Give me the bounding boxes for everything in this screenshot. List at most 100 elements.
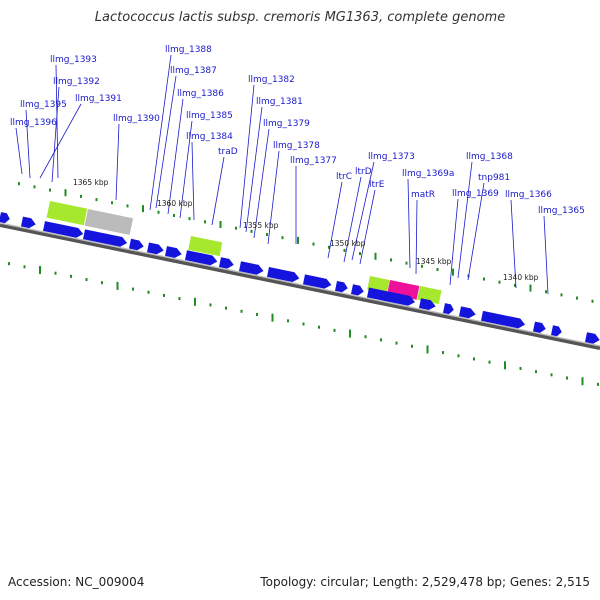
inner-tick — [39, 265, 41, 274]
inner-tick — [209, 303, 212, 307]
gene-label[interactable]: llmg_1369a — [402, 169, 454, 179]
feature-green-1[interactable] — [46, 201, 88, 226]
inner-tick — [519, 366, 522, 370]
gene-label[interactable]: tnp981 — [478, 173, 510, 183]
gene-arrow[interactable] — [334, 280, 349, 293]
gene-arrow[interactable] — [418, 298, 437, 311]
gene-arrow[interactable] — [20, 216, 37, 230]
inner-tick — [426, 345, 429, 354]
inner-tick — [364, 335, 367, 339]
leader-line — [407, 178, 411, 269]
gene-label[interactable]: traD — [218, 147, 238, 157]
gene-arrow[interactable] — [366, 287, 416, 307]
outer-tick — [436, 267, 439, 271]
leader-line — [15, 127, 23, 175]
inner-tick — [256, 312, 258, 316]
gene-arrow[interactable] — [480, 310, 526, 330]
inner-tick — [411, 344, 413, 348]
inner-tick — [380, 338, 382, 342]
gene-arrow[interactable] — [532, 321, 547, 334]
outer-tick — [142, 205, 144, 213]
inner-tick — [566, 376, 568, 380]
gene-label[interactable]: llmg_1392 — [53, 77, 100, 87]
gene-arrow[interactable] — [302, 274, 332, 289]
gene-label[interactable]: llmg_1381 — [256, 97, 303, 107]
leader-line — [343, 176, 362, 263]
gene-arrow[interactable] — [184, 250, 218, 266]
inner-tick — [8, 262, 10, 266]
outer-tick — [591, 299, 594, 303]
gene-label[interactable]: llmg_1396 — [10, 118, 57, 128]
gene-arrow[interactable] — [458, 306, 477, 319]
outer-tick — [452, 268, 454, 276]
inner-scale-track — [8, 262, 599, 386]
gene-label[interactable]: ltrD — [355, 167, 372, 177]
gene-arrow[interactable] — [266, 267, 300, 283]
leader-line — [239, 84, 255, 229]
position-labels: 1365 kbp 1360 kbp 1355 kbp 1350 kbp 1345 kbp… — [73, 178, 539, 282]
gene-label[interactable]: llmg_1365 — [538, 206, 585, 216]
outer-tick — [281, 236, 284, 240]
inner-tick — [550, 373, 553, 377]
gene-label[interactable]: llmg_1384 — [186, 132, 233, 142]
gene-label[interactable]: ltrC — [336, 172, 352, 182]
leader-line — [55, 64, 59, 179]
position-label: 1355 kbp — [243, 221, 279, 230]
outer-tick — [359, 252, 361, 256]
gene-label[interactable]: llmg_1368 — [466, 152, 513, 162]
outer-tick — [498, 280, 501, 284]
inner-tick — [504, 361, 506, 370]
outer-tick — [33, 185, 36, 189]
feature-grey-1[interactable] — [84, 208, 134, 235]
gene-arrow[interactable] — [146, 242, 165, 255]
gene-label[interactable]: llmg_1369 — [452, 189, 499, 199]
leader-line — [510, 199, 517, 289]
leader-line — [351, 161, 375, 261]
gene-label[interactable]: llmg_1366 — [505, 190, 552, 200]
gene-label[interactable]: matR — [411, 190, 435, 200]
outer-tick — [312, 242, 315, 246]
gene-label[interactable]: llmg_1390 — [113, 114, 160, 124]
gene-label[interactable]: llmg_1393 — [50, 55, 97, 65]
outer-tick — [514, 283, 516, 287]
gene-labels: llmg_1393llmg_1392llmg_1391llmg_1395llmg… — [10, 45, 585, 216]
outer-tick — [390, 258, 392, 262]
gene-label[interactable]: llmg_1386 — [177, 89, 224, 99]
gene-label[interactable]: llmg_1373 — [368, 152, 415, 162]
gene-arrow[interactable] — [442, 303, 455, 315]
gene-label[interactable]: llmg_1391 — [75, 94, 122, 104]
gene-arrow[interactable] — [82, 229, 128, 248]
map-title: Lactococcus lactis subsp. cremoris MG136… — [94, 10, 506, 25]
gene-label[interactable]: llmg_1379 — [263, 119, 310, 129]
gene-label[interactable]: llmg_1395 — [20, 100, 67, 110]
gene-arrow[interactable] — [42, 221, 84, 239]
gene-label[interactable]: llmg_1382 — [248, 75, 295, 85]
gene-label[interactable]: llmg_1388 — [165, 45, 212, 55]
gene-label[interactable]: llmg_1377 — [290, 156, 337, 166]
leader-line — [245, 106, 263, 233]
gene-arrow[interactable] — [164, 246, 183, 259]
position-label: 1365 kbp — [73, 178, 109, 187]
position-label: 1350 kbp — [330, 239, 366, 248]
gene-arrow[interactable] — [350, 284, 365, 296]
inner-tick — [535, 370, 537, 374]
inner-tick — [194, 297, 196, 306]
leader-line — [449, 198, 459, 286]
gene-arrow[interactable] — [584, 332, 600, 345]
gene-arrow[interactable] — [0, 212, 11, 224]
gene-label[interactable]: ltrE — [369, 180, 385, 190]
outer-tick — [64, 189, 67, 197]
gene-arrow[interactable] — [238, 261, 265, 276]
outer-tick — [157, 210, 160, 214]
gene-label[interactable]: llmg_1385 — [186, 111, 233, 121]
outer-tick — [219, 220, 222, 228]
outer-tick — [49, 188, 51, 192]
gene-label[interactable]: llmg_1378 — [273, 141, 320, 151]
feature-green-2[interactable] — [188, 235, 223, 257]
gene-arrow[interactable] — [218, 257, 235, 270]
gene-arrow[interactable] — [128, 238, 145, 252]
gene-arrow[interactable] — [550, 325, 563, 337]
gene-label[interactable]: llmg_1387 — [170, 66, 217, 76]
outer-tick — [18, 182, 20, 186]
